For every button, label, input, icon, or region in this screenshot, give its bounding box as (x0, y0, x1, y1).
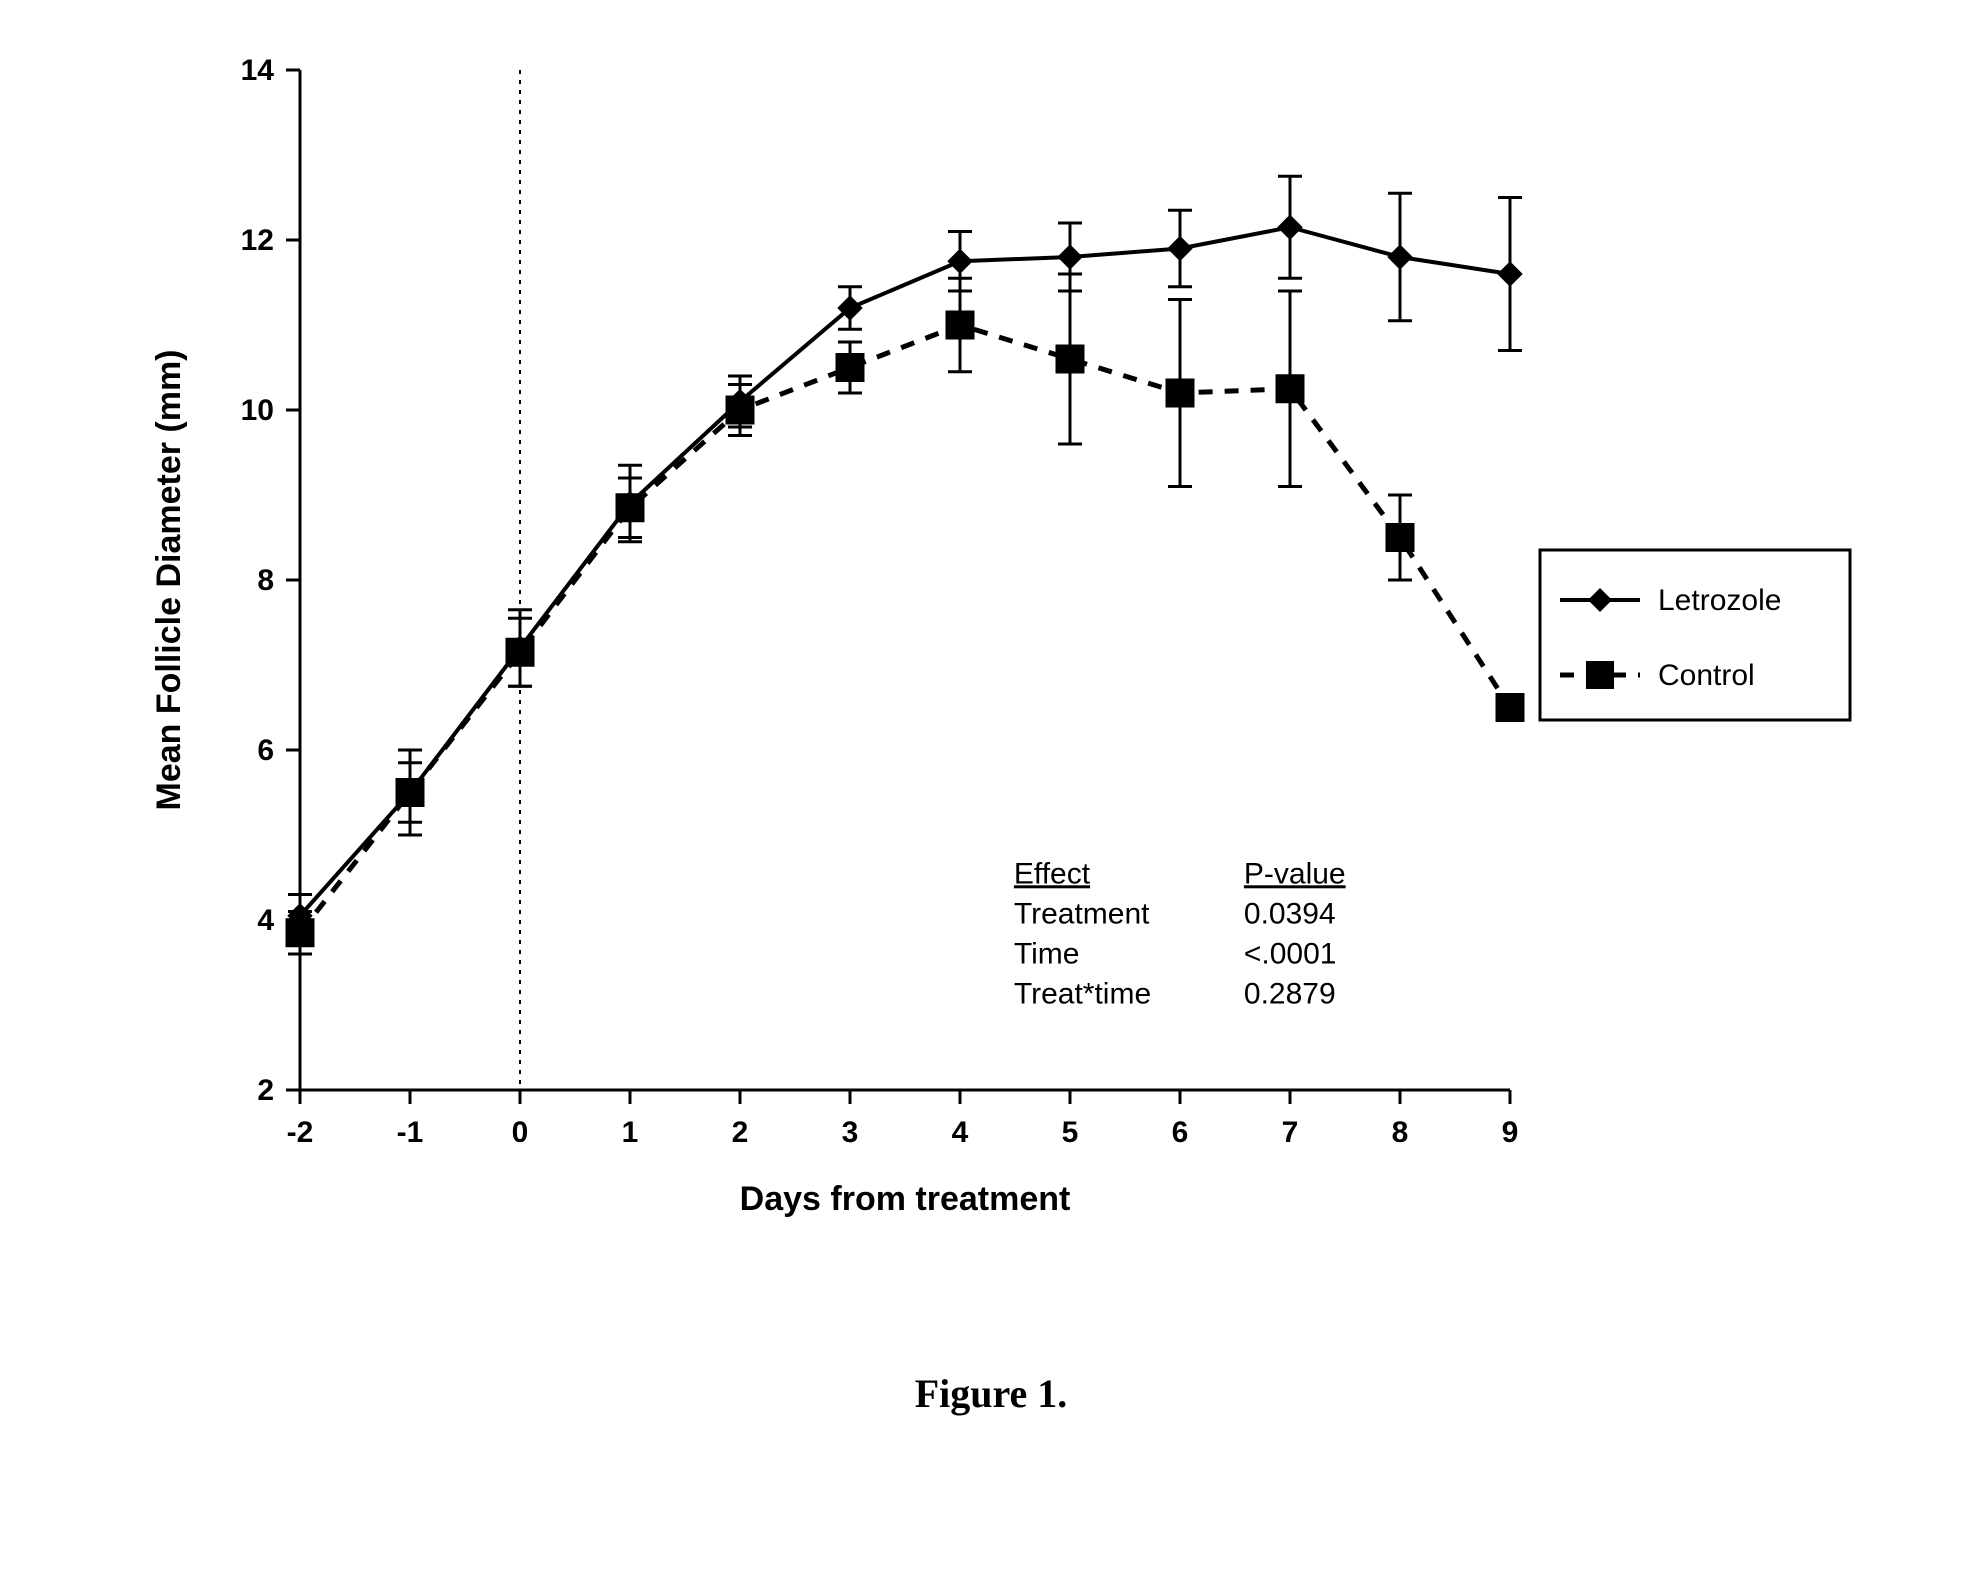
svg-text:12: 12 (241, 224, 274, 257)
svg-text:-1: -1 (397, 1116, 424, 1149)
svg-text:Control: Control (1658, 659, 1755, 692)
page: -2-101234567892468101214Days from treatm… (0, 0, 1982, 1569)
svg-text:4: 4 (257, 904, 274, 937)
chart-container: -2-101234567892468101214Days from treatm… (90, 40, 1890, 1240)
svg-text:Days from treatment: Days from treatment (740, 1180, 1071, 1218)
svg-text:9: 9 (1502, 1116, 1519, 1149)
figure-caption: Figure 1. (0, 1370, 1982, 1417)
svg-text:0.2879: 0.2879 (1244, 977, 1336, 1010)
svg-text:0: 0 (512, 1116, 529, 1149)
svg-text:2: 2 (732, 1116, 749, 1149)
svg-text:3: 3 (842, 1116, 859, 1149)
svg-text:6: 6 (257, 734, 274, 767)
svg-text:Treat*time: Treat*time (1014, 977, 1151, 1010)
svg-text:Time: Time (1014, 937, 1080, 970)
svg-text:4: 4 (952, 1116, 969, 1149)
svg-text:10: 10 (241, 394, 274, 427)
svg-text:14: 14 (241, 54, 275, 87)
svg-text:P-value: P-value (1244, 857, 1346, 890)
svg-text:1: 1 (622, 1116, 639, 1149)
svg-text:<.0001: <.0001 (1244, 937, 1337, 970)
svg-text:2: 2 (257, 1074, 274, 1107)
svg-text:Letrozole: Letrozole (1658, 584, 1781, 617)
line-chart: -2-101234567892468101214Days from treatm… (90, 40, 1890, 1240)
svg-text:7: 7 (1282, 1116, 1299, 1149)
svg-text:Effect: Effect (1014, 857, 1091, 890)
svg-text:Mean Follicle Diameter (mm): Mean Follicle Diameter (mm) (150, 349, 188, 810)
svg-text:8: 8 (257, 564, 274, 597)
svg-text:0.0394: 0.0394 (1244, 897, 1336, 930)
svg-text:5: 5 (1062, 1116, 1079, 1149)
svg-text:6: 6 (1172, 1116, 1189, 1149)
svg-text:8: 8 (1392, 1116, 1409, 1149)
svg-text:-2: -2 (287, 1116, 314, 1149)
svg-text:Treatment: Treatment (1014, 897, 1150, 930)
